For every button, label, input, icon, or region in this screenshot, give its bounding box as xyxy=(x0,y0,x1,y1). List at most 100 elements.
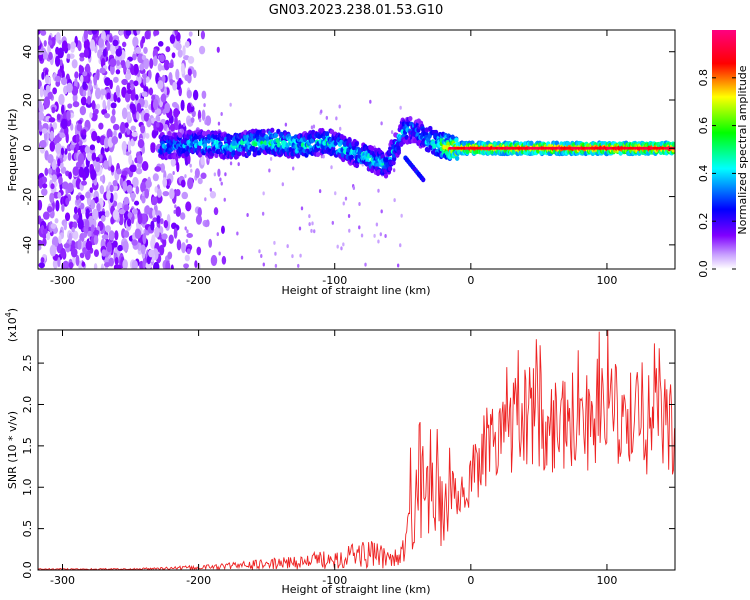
noise-cell xyxy=(106,92,111,100)
spectrogram-heatmap xyxy=(38,30,675,269)
noise-cell xyxy=(185,239,189,244)
noise-cell xyxy=(89,187,94,194)
noise-cell xyxy=(175,206,182,217)
ridge-cell xyxy=(240,150,246,157)
noise-cell xyxy=(85,101,93,108)
noise-cell xyxy=(79,105,87,116)
noise-cell xyxy=(72,221,78,229)
noise-cell xyxy=(38,239,43,246)
noise-cell xyxy=(198,118,202,123)
noise-cell xyxy=(152,208,156,218)
noise-cell xyxy=(203,103,206,108)
noise-cell xyxy=(48,117,56,123)
noise-cell xyxy=(84,219,90,229)
noise-cell xyxy=(141,91,148,98)
noise-cell xyxy=(126,128,131,135)
noise-cell xyxy=(51,236,59,248)
noise-cell xyxy=(70,248,78,258)
noise-cell xyxy=(86,151,94,162)
noise-cell xyxy=(128,154,133,166)
noise-cell xyxy=(106,41,111,51)
noise-cell xyxy=(182,45,186,57)
noise-cell xyxy=(137,138,145,149)
noise-cell xyxy=(96,68,100,81)
noise-cell xyxy=(118,132,123,139)
noise-cell xyxy=(153,261,160,269)
spectrogram-ytick-label: 20 xyxy=(21,93,34,107)
noise-cell xyxy=(334,191,337,196)
ridge-cell xyxy=(206,129,211,135)
noise-cell xyxy=(116,168,122,175)
noise-cell xyxy=(200,172,207,179)
noise-cell xyxy=(100,263,105,269)
noise-cell xyxy=(103,137,109,149)
snr-xlabel: Height of straight line (km) xyxy=(281,583,430,596)
noise-cell xyxy=(173,209,176,214)
noise-cell xyxy=(100,215,106,222)
noise-cell xyxy=(141,161,149,172)
noise-cell xyxy=(168,62,174,69)
noise-cell xyxy=(123,204,130,211)
noise-cell xyxy=(59,161,64,169)
noise-cell xyxy=(142,258,146,269)
noise-cell xyxy=(204,221,209,228)
noise-cell xyxy=(175,188,181,197)
ridge-cell xyxy=(187,129,192,135)
noise-cell xyxy=(47,44,51,54)
noise-cell xyxy=(66,182,74,193)
noise-cell xyxy=(170,264,174,269)
noise-cell xyxy=(54,55,61,67)
noise-cell xyxy=(72,101,80,108)
noise-cell xyxy=(204,197,207,202)
noise-cell xyxy=(42,238,47,247)
ridge-cell xyxy=(565,140,571,147)
noise-cell xyxy=(174,204,177,209)
noise-cell xyxy=(103,160,109,170)
noise-cell xyxy=(195,214,203,225)
noise-cell xyxy=(47,154,54,164)
noise-cell xyxy=(102,48,107,57)
noise-cell xyxy=(71,226,75,233)
spectrogram-xtick-label: 0 xyxy=(467,274,474,287)
noise-cell xyxy=(221,255,227,265)
noise-cell xyxy=(325,115,329,120)
noise-cell xyxy=(229,161,233,166)
noise-cell xyxy=(200,30,206,40)
noise-cell xyxy=(146,255,151,265)
ridge-cell xyxy=(214,143,220,149)
noise-cell xyxy=(156,188,162,198)
noise-cell xyxy=(118,208,126,215)
noise-cell xyxy=(52,87,58,95)
noise-cell xyxy=(106,241,112,253)
noise-cell xyxy=(260,253,263,258)
noise-cell xyxy=(93,263,98,269)
noise-cell xyxy=(177,49,183,58)
noise-cell xyxy=(48,39,53,46)
colorbar-ticks: 0.0 0.2 0.4 0.6 0.8 xyxy=(697,69,736,278)
noise-cell xyxy=(154,186,158,193)
noise-cell xyxy=(126,218,132,227)
noise-cell xyxy=(79,252,85,259)
noise-cell xyxy=(81,180,88,186)
noise-cell xyxy=(113,192,118,201)
noise-cell xyxy=(114,230,119,241)
noise-cell xyxy=(82,129,87,136)
noise-cell xyxy=(200,155,205,166)
noise-cell xyxy=(161,233,168,240)
noise-cell xyxy=(184,74,191,82)
noise-cell xyxy=(113,76,119,83)
noise-cell xyxy=(73,206,78,215)
noise-cell xyxy=(73,213,79,220)
snr-multiplier: (x104) xyxy=(4,308,19,342)
noise-cell xyxy=(148,87,154,96)
spectrogram-xtick-label: -200 xyxy=(186,274,211,287)
noise-cell xyxy=(77,207,82,216)
noise-cell xyxy=(63,243,70,249)
noise-cell xyxy=(344,196,348,201)
ridge-cell xyxy=(408,115,413,122)
colorbar-tick-label: 0.4 xyxy=(697,165,710,183)
noise-cell xyxy=(216,46,220,53)
noise-cell xyxy=(122,240,129,252)
noise-cell xyxy=(281,182,285,187)
